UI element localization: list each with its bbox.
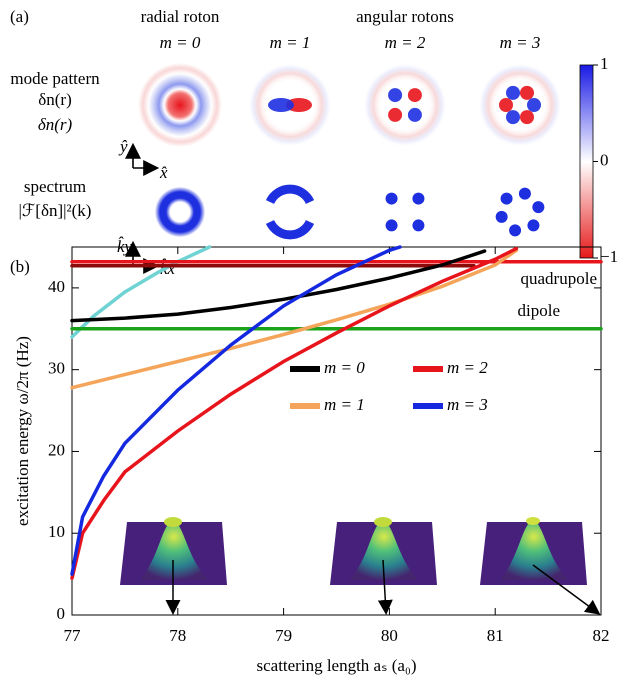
axis-hint — [125, 142, 160, 274]
spectrum-blob — [509, 224, 522, 237]
mode-lobe — [506, 85, 520, 100]
row-label: spectrum — [24, 177, 86, 196]
x-tick-label: 78 — [169, 626, 186, 645]
legend-label: m = 3 — [447, 395, 488, 414]
density-inset — [120, 517, 227, 615]
mode-halo — [478, 63, 562, 147]
legend-label: m = 1 — [324, 395, 365, 414]
mode-label: m = 2 — [385, 33, 426, 52]
mode-lobe — [527, 98, 541, 112]
y-tick-label: 40 — [48, 277, 65, 296]
mode-label: m = 3 — [500, 33, 541, 52]
annotation: dipole — [518, 301, 561, 320]
x-tick-label: 80 — [381, 626, 398, 645]
axis-hint-label: k̂y — [117, 237, 133, 256]
series-line — [70, 249, 487, 323]
mode-lobe — [499, 98, 513, 112]
legend-label: m = 2 — [447, 358, 488, 377]
plot-frame — [71, 246, 602, 616]
mode-lobe — [388, 107, 403, 122]
series-line — [70, 245, 402, 576]
spectrum-blob — [532, 201, 545, 214]
x-tick-label: 79 — [275, 626, 292, 645]
mode-lobe — [407, 88, 422, 103]
insets — [120, 517, 601, 615]
x-tick-label: 81 — [487, 626, 504, 645]
spectrum-blob — [385, 219, 398, 232]
mode-images — [138, 63, 562, 240]
spectrum — [265, 184, 315, 205]
density-inset — [330, 517, 437, 615]
row-label: δn(r) — [38, 90, 72, 109]
density-inset — [480, 517, 601, 615]
colorbar-axis: 1 0 −1 — [593, 54, 618, 266]
row-label: |ℱ[δn]|²(k) — [19, 201, 92, 220]
mode-lobe — [388, 88, 403, 103]
row-label: δn(r) — [38, 115, 73, 134]
y-tick-label: 0 — [57, 604, 66, 623]
x-tick-label: 82 — [593, 626, 610, 645]
colorbar-tick-label: 0 — [600, 150, 609, 169]
mode-lobe — [268, 98, 294, 112]
x-tick-label: 77 — [64, 626, 82, 645]
group-title: angular rotons — [356, 7, 454, 26]
mode-lobe — [520, 110, 534, 125]
spectrum-blob — [412, 192, 425, 205]
legend-label: m = 0 — [324, 358, 365, 377]
mode-lobe — [520, 85, 534, 100]
y-tick-label: 20 — [48, 440, 65, 459]
spectrum-blob — [412, 219, 425, 232]
mode-lobe — [506, 110, 520, 125]
spectrum-blob — [495, 210, 508, 223]
y-axis-label: excitation energy ω/2π (Hz) — [13, 336, 32, 526]
mode-label: m = 0 — [160, 33, 201, 52]
mode-lobe — [407, 107, 422, 122]
series-line — [70, 248, 519, 390]
x-axis-label: scattering length aₛ (a₀) — [256, 656, 416, 675]
mode-halo — [363, 63, 447, 147]
row-label: mode pattern — [10, 69, 100, 88]
plot: 77 78 79 80 81 82 0 10 20 30 40 scattering length a… — [13, 245, 610, 675]
spectrum-blob — [527, 219, 540, 232]
mode-label: m = 1 — [270, 33, 311, 52]
mode-lobe — [286, 98, 312, 112]
series-line — [70, 246, 519, 580]
spectrum — [152, 184, 208, 240]
colorbar-tick-label: −1 — [600, 247, 618, 266]
panel-label: (b) — [10, 257, 30, 276]
spectrum-blob — [385, 192, 398, 205]
spectrum — [265, 219, 315, 240]
group-title: radial roton — [141, 7, 220, 26]
axis-hint-label: x̂ — [159, 163, 168, 182]
y-tick-label: 30 — [48, 359, 65, 378]
mode-pattern — [138, 63, 222, 147]
annotation: quadrupole — [521, 269, 597, 288]
spectrum-blob — [500, 192, 513, 205]
colorbar — [579, 64, 594, 259]
y-tick-label: 10 — [48, 522, 65, 541]
axis-hint-label: ŷ — [118, 137, 128, 156]
spectrum-blob — [518, 187, 531, 200]
colorbar-tick-label: 1 — [600, 54, 609, 73]
panel-label: (a) — [10, 7, 29, 26]
